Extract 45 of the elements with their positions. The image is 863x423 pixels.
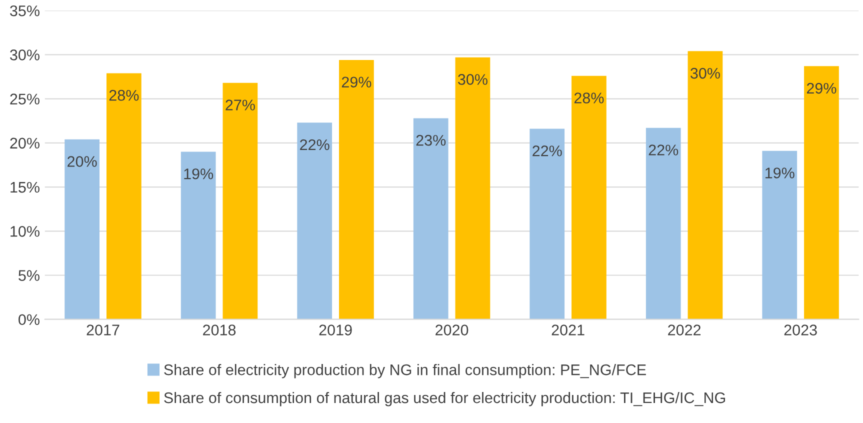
bar	[688, 51, 723, 320]
x-tick-label: 2022	[668, 324, 701, 336]
bar	[530, 128, 565, 320]
legend-label: Share of electricity production by NG in final consumption: PE_NG/FCE	[164, 364, 646, 378]
y-tick-label: 20%	[10, 138, 40, 149]
bar	[339, 60, 374, 320]
data-label: 30%	[458, 74, 488, 85]
data-label: 20%	[68, 156, 97, 167]
x-tick-label: 2019	[319, 324, 352, 336]
x-tick-label: 2018	[203, 324, 236, 336]
data-label: 28%	[109, 90, 139, 101]
bar	[222, 82, 258, 320]
x-tick-label: 2020	[436, 324, 468, 336]
data-label: 19%	[184, 168, 214, 180]
y-tick-label: 5%	[18, 270, 40, 281]
data-label: 28%	[574, 92, 604, 104]
bar	[64, 139, 100, 320]
bar	[106, 73, 142, 320]
bar	[804, 66, 839, 320]
x-tick-label: 2017	[86, 324, 120, 336]
bar	[413, 118, 448, 320]
bar	[297, 122, 332, 320]
y-tick-label: 35%	[10, 5, 40, 16]
bar	[646, 128, 681, 320]
data-label: 22%	[648, 144, 678, 156]
legend-label: Share of consumption of natural gas used for electricity production: TI_EHG/IC_NG	[164, 392, 726, 406]
bar	[180, 152, 216, 320]
data-label: 29%	[342, 76, 372, 88]
data-label: 30%	[690, 68, 720, 79]
x-tick-label: 2021	[552, 324, 584, 336]
bar	[455, 57, 490, 320]
data-label: 23%	[416, 134, 446, 146]
data-label: 29%	[806, 82, 836, 94]
y-tick-label: 0%	[18, 314, 40, 326]
data-label: 27%	[226, 100, 255, 110]
y-tick-label: 30%	[10, 50, 40, 60]
data-label: 22%	[532, 146, 562, 156]
bar	[572, 76, 606, 320]
bar	[762, 150, 798, 320]
y-tick-label: 25%	[10, 94, 40, 104]
data-label: 19%	[766, 168, 794, 178]
y-tick-label: 15%	[10, 182, 40, 193]
data-label: 22%	[300, 139, 330, 150]
y-tick-label: 10%	[10, 226, 40, 237]
x-tick-label: 2023	[784, 324, 817, 336]
